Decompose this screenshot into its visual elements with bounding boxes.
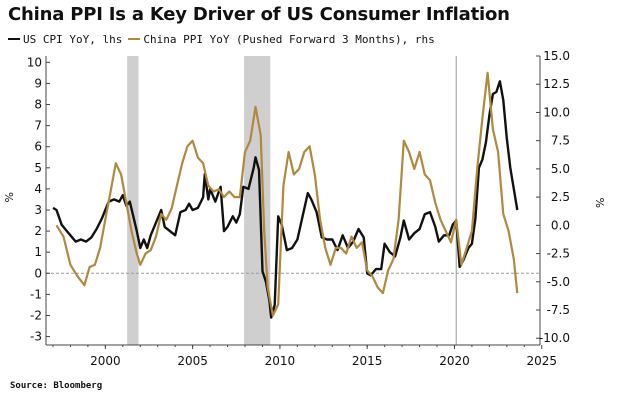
left-tick-label: -3 [30, 330, 42, 344]
chart-title: China PPI Is a Key Driver of US Consumer… [8, 4, 510, 25]
legend-label-us-cpi: US CPI YoY, lhs [23, 32, 123, 46]
legend-swatch-china-ppi [128, 38, 141, 40]
left-tick-label: -2 [30, 308, 42, 322]
right-axis-unit: % [594, 198, 607, 208]
right-tick-label: 2.5 [551, 190, 570, 204]
left-tick-label: 8 [34, 98, 42, 112]
shaded-period-0 [127, 56, 139, 345]
left-tick-label: -1 [30, 287, 42, 301]
legend-item-china-ppi: China PPI YoY (Pushed Forward 3 Months),… [128, 32, 435, 46]
left-axis-unit: % [3, 192, 16, 202]
left-tick-label: 0 [34, 266, 42, 280]
x-tick-label: 2005 [177, 354, 208, 368]
legend-label-china-ppi: China PPI YoY (Pushed Forward 3 Months),… [143, 32, 435, 46]
series-china-ppi-line [55, 71, 519, 317]
series-us-cpi-line [52, 80, 519, 319]
left-tick-label: 2 [34, 224, 42, 238]
legend-item-us-cpi: US CPI YoY, lhs [8, 33, 122, 46]
right-tick-label: -10.0 [539, 331, 570, 345]
left-tick-label: 5 [34, 161, 42, 175]
left-tick-label: 3 [34, 203, 42, 217]
legend-swatch-us-cpi [8, 38, 20, 40]
x-tick-label: 2025 [526, 354, 557, 368]
legend: US CPI YoY, lhs China PPI YoY (Pushed Fo… [8, 31, 441, 47]
right-tick-label: 15.0 [543, 49, 570, 63]
right-tick-label: -7.5 [547, 303, 570, 317]
left-tick-label: 1 [34, 245, 42, 259]
left-tick-label: 9 [34, 76, 42, 90]
right-tick-label: -5.0 [547, 275, 570, 289]
right-tick-label: 5.0 [551, 162, 570, 176]
x-tick-label: 2000 [90, 354, 121, 368]
left-tick-label: 6 [34, 140, 42, 154]
x-tick-label: 2010 [265, 354, 296, 368]
right-tick-label: -2.5 [547, 247, 570, 261]
right-tick-label: 0.0 [551, 218, 570, 232]
source-note: Source: Bloomberg [10, 381, 103, 391]
x-tick-label: 2020 [439, 354, 470, 368]
right-tick-label: 10.0 [543, 105, 570, 119]
left-tick-label: 4 [34, 182, 42, 196]
shaded-period-1 [244, 56, 271, 345]
right-tick-label: 7.5 [551, 134, 570, 148]
right-tick-label: 12.5 [543, 77, 570, 91]
left-tick-label: 7 [34, 119, 42, 133]
x-tick-label: 2015 [352, 354, 383, 368]
left-tick-label: 10 [27, 55, 42, 69]
